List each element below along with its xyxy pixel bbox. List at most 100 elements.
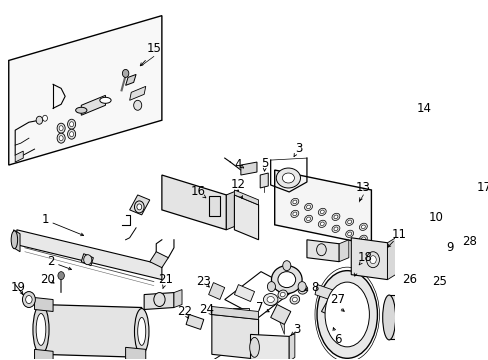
Ellipse shape <box>318 220 325 228</box>
Polygon shape <box>475 252 483 300</box>
Polygon shape <box>321 302 340 318</box>
Circle shape <box>267 282 275 292</box>
Polygon shape <box>174 289 182 307</box>
Circle shape <box>67 119 76 129</box>
Text: 10: 10 <box>427 211 443 224</box>
Polygon shape <box>129 86 145 100</box>
Ellipse shape <box>277 290 287 299</box>
Circle shape <box>414 109 428 127</box>
Polygon shape <box>208 283 224 300</box>
Bar <box>208 196 220 216</box>
Ellipse shape <box>282 173 294 183</box>
Text: 17: 17 <box>476 181 488 194</box>
Ellipse shape <box>333 215 337 219</box>
Circle shape <box>58 272 64 280</box>
Ellipse shape <box>76 107 87 113</box>
Ellipse shape <box>382 295 395 340</box>
Polygon shape <box>226 190 238 230</box>
Polygon shape <box>185 315 203 329</box>
Circle shape <box>42 115 47 121</box>
Ellipse shape <box>289 295 299 304</box>
Ellipse shape <box>290 210 298 217</box>
Bar <box>423 283 451 327</box>
Text: 4: 4 <box>234 158 242 171</box>
Circle shape <box>369 256 375 264</box>
Polygon shape <box>17 230 162 280</box>
Ellipse shape <box>304 215 312 222</box>
Text: 19: 19 <box>11 281 26 294</box>
Circle shape <box>366 252 379 268</box>
Polygon shape <box>314 285 337 302</box>
Ellipse shape <box>306 205 310 209</box>
Ellipse shape <box>263 293 277 306</box>
Circle shape <box>316 244 325 256</box>
Text: 9: 9 <box>446 241 453 254</box>
Circle shape <box>422 255 427 261</box>
Ellipse shape <box>298 285 307 294</box>
Polygon shape <box>350 238 386 280</box>
Polygon shape <box>451 255 475 300</box>
Ellipse shape <box>271 266 302 293</box>
Text: 8: 8 <box>311 281 318 294</box>
Polygon shape <box>250 334 288 360</box>
Ellipse shape <box>33 305 49 354</box>
Circle shape <box>282 261 290 271</box>
Circle shape <box>59 126 63 131</box>
Circle shape <box>408 102 434 134</box>
Polygon shape <box>125 75 136 85</box>
Ellipse shape <box>331 225 339 233</box>
Ellipse shape <box>292 297 297 302</box>
Circle shape <box>455 268 471 288</box>
Text: 5: 5 <box>261 157 268 170</box>
Text: 1: 1 <box>41 213 49 226</box>
Text: 12: 12 <box>230 179 245 192</box>
Text: 16: 16 <box>190 185 205 198</box>
Ellipse shape <box>318 208 325 216</box>
Polygon shape <box>9 15 162 165</box>
Polygon shape <box>149 252 168 268</box>
Ellipse shape <box>345 218 353 225</box>
Ellipse shape <box>477 199 487 217</box>
Polygon shape <box>288 332 294 360</box>
Circle shape <box>69 132 74 137</box>
Polygon shape <box>211 306 258 319</box>
Ellipse shape <box>359 235 366 242</box>
Polygon shape <box>129 195 149 215</box>
Circle shape <box>154 293 165 306</box>
Ellipse shape <box>134 309 149 354</box>
Polygon shape <box>339 240 348 262</box>
Text: 21: 21 <box>158 273 173 286</box>
Ellipse shape <box>428 291 446 319</box>
Ellipse shape <box>280 292 285 297</box>
Polygon shape <box>274 170 371 245</box>
Text: 11: 11 <box>391 228 407 241</box>
Polygon shape <box>386 238 395 280</box>
Polygon shape <box>241 162 257 175</box>
Ellipse shape <box>423 284 451 325</box>
Circle shape <box>83 255 92 265</box>
Polygon shape <box>449 248 463 263</box>
Polygon shape <box>15 151 23 162</box>
Text: 22: 22 <box>177 305 192 318</box>
Ellipse shape <box>320 210 324 214</box>
Ellipse shape <box>333 227 337 231</box>
Text: 6: 6 <box>333 333 341 346</box>
Circle shape <box>36 116 42 124</box>
Ellipse shape <box>325 282 368 347</box>
Circle shape <box>133 100 142 110</box>
Polygon shape <box>35 349 53 360</box>
Circle shape <box>69 122 74 127</box>
Ellipse shape <box>405 298 416 336</box>
Bar <box>232 307 248 319</box>
Ellipse shape <box>276 168 300 188</box>
Text: 25: 25 <box>431 275 447 288</box>
Circle shape <box>134 201 144 213</box>
Ellipse shape <box>292 200 296 204</box>
Text: 26: 26 <box>402 273 417 286</box>
Circle shape <box>57 133 65 143</box>
Polygon shape <box>162 175 226 230</box>
Text: 3: 3 <box>295 141 302 155</box>
Ellipse shape <box>266 297 274 302</box>
Text: 24: 24 <box>199 303 214 316</box>
Polygon shape <box>234 285 254 302</box>
